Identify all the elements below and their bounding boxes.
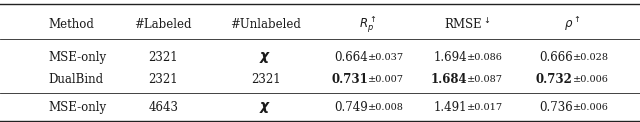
Text: ±0.017: ±0.017 (467, 103, 503, 112)
Text: ±0.006: ±0.006 (573, 75, 609, 84)
Text: $\boldsymbol{\chi}$: $\boldsymbol{\chi}$ (259, 50, 272, 65)
Text: 2321: 2321 (148, 73, 178, 86)
Text: MSE-only: MSE-only (48, 101, 106, 114)
Text: #Labeled: #Labeled (134, 18, 192, 31)
Text: 2321: 2321 (251, 73, 280, 86)
Text: ±0.007: ±0.007 (368, 75, 404, 84)
Text: $\rho^{\uparrow}$: $\rho^{\uparrow}$ (564, 15, 581, 34)
Text: RMSE$^{\downarrow}$: RMSE$^{\downarrow}$ (444, 17, 490, 32)
Text: MSE-only: MSE-only (48, 51, 106, 64)
Text: 0.666: 0.666 (539, 51, 573, 64)
Text: 0.732: 0.732 (536, 73, 573, 86)
Text: 1.684: 1.684 (431, 73, 467, 86)
Text: 2321: 2321 (148, 51, 178, 64)
Text: #Unlabeled: #Unlabeled (230, 18, 301, 31)
Text: 1.491: 1.491 (434, 101, 467, 114)
Text: ±0.006: ±0.006 (573, 103, 609, 112)
Text: 0.731: 0.731 (332, 73, 368, 86)
Text: 0.736: 0.736 (539, 101, 573, 114)
Text: 0.664: 0.664 (334, 51, 368, 64)
Text: 0.749: 0.749 (334, 101, 368, 114)
Text: ±0.037: ±0.037 (368, 53, 404, 62)
Text: $\boldsymbol{\chi}$: $\boldsymbol{\chi}$ (259, 100, 272, 115)
Text: Method: Method (48, 18, 94, 31)
Text: ±0.008: ±0.008 (368, 103, 404, 112)
Text: 4643: 4643 (148, 101, 178, 114)
Text: ±0.086: ±0.086 (467, 53, 503, 62)
Text: $R_p^{\uparrow}$: $R_p^{\uparrow}$ (359, 14, 377, 35)
Text: 1.694: 1.694 (433, 51, 467, 64)
Text: ±0.087: ±0.087 (467, 75, 503, 84)
Text: DualBind: DualBind (48, 73, 103, 86)
Text: ±0.028: ±0.028 (573, 53, 609, 62)
